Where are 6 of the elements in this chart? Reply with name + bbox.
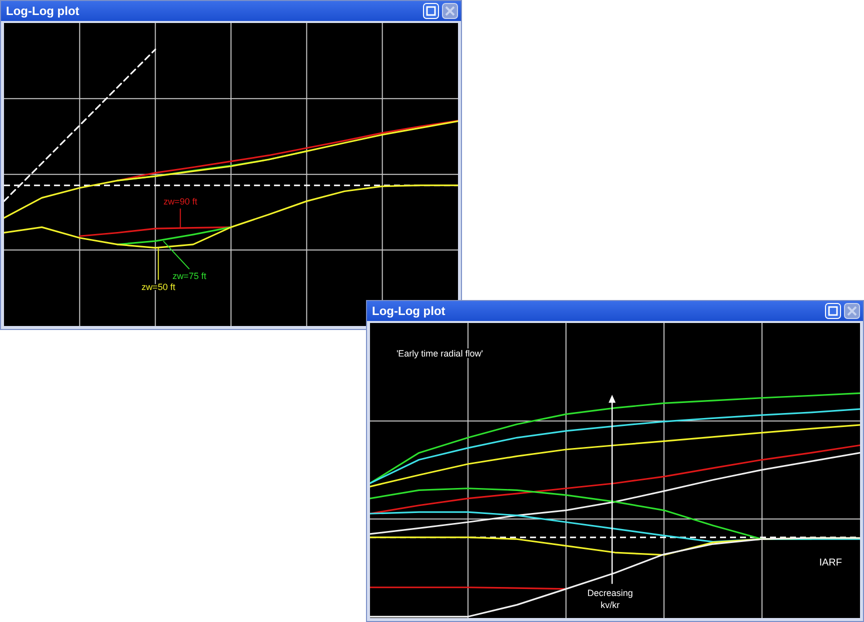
text: zw=90 ft [163,196,198,207]
text: zw=75 ft [172,271,207,282]
annotation: Decreasing kv/kr [587,588,633,610]
ref-line-label: IARF [819,557,842,568]
chart-title: Log-Log plot [372,304,446,318]
chart-title: Log-Log plot [6,4,80,18]
